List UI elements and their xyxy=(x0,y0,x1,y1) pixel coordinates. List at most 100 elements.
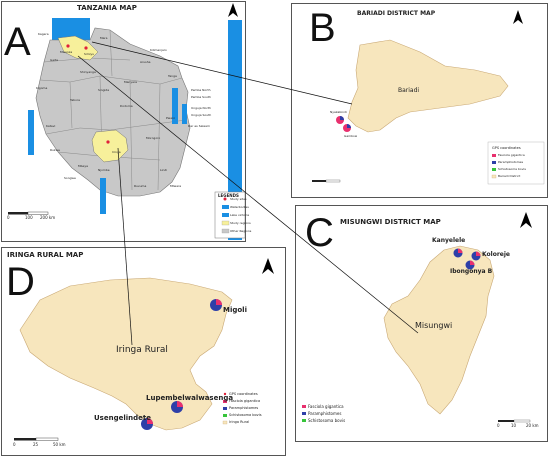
scale-c-label: 0 xyxy=(497,423,500,428)
simiyu-mwanza-region xyxy=(57,35,99,61)
iringa-site-label: Migoli xyxy=(223,306,247,314)
tanzania-site-label: Unguja South xyxy=(191,113,212,117)
iringa-site-label: Lupembelwalwasenga xyxy=(146,394,234,402)
panel-a-title: TANZANIA MAP xyxy=(77,4,137,12)
legend-c-item: Fasciola gigantica xyxy=(308,404,344,409)
scale-a-label: 100 xyxy=(25,215,33,220)
panel-b-letter: B xyxy=(309,6,336,50)
tanzania-site-label: Unguja North xyxy=(191,106,211,110)
coast-water-1 xyxy=(172,88,178,124)
bariadi-region-label: Bariadi xyxy=(398,87,420,94)
legend-a-item: Lake victoria xyxy=(230,213,250,217)
tanzania-site-label: Njombe xyxy=(98,168,110,172)
north-arrow-a xyxy=(228,3,238,17)
tanzania-site-label: Songwe xyxy=(64,176,76,180)
tanzania-site-label: Geita xyxy=(50,58,59,62)
tanzania-site-label: Lindi xyxy=(160,168,168,172)
tanzania-site-label: Pemba South xyxy=(191,95,211,99)
panel-b-title: BARIADI DISTRICT MAP xyxy=(357,10,436,17)
panel-a-letter: A xyxy=(4,20,31,64)
legend-b-item: Bariadi District xyxy=(498,174,521,178)
bariadi-site-label: Gambosi xyxy=(344,134,358,138)
tanzania-site-label: Ruvuma xyxy=(134,184,147,188)
misungwi-site-label: Kanyelele xyxy=(432,237,466,244)
legend-a-item: Other Regions xyxy=(230,229,252,233)
scale-a-label: 200 km xyxy=(40,215,56,220)
panel-d-letter: D xyxy=(6,260,35,304)
tanzania-site-label: Dar es Salaam xyxy=(188,124,210,128)
tanzania-site-label: Mtwara xyxy=(170,184,182,188)
legend-d-item: Fasciola gigantica xyxy=(229,399,261,403)
legend-d-item: GPS coordinates xyxy=(229,392,258,396)
panel-c-title: MISUNGWI DISTRICT MAP xyxy=(340,218,441,226)
tanzania-site-label: Kilimanjaro xyxy=(150,48,167,52)
legend-d-item: Schistosoma bovis xyxy=(229,413,262,417)
iringa-site-pies xyxy=(141,299,222,430)
misungwi-region-label: Misungwi xyxy=(415,321,453,330)
tanzania-site-label: Mara xyxy=(100,36,108,40)
tanzania-site-label: Shinyanga xyxy=(80,70,96,74)
legend-c-item: Paramphistomes xyxy=(308,411,342,416)
iringa-rural-district xyxy=(19,277,233,431)
legend-a-heading: LEGENDS xyxy=(218,193,239,198)
lake-tanganyika xyxy=(28,110,34,155)
north-arrow-d xyxy=(262,258,274,274)
tanzania-site-label: Morogoro xyxy=(146,136,161,140)
tanzania-site-label: Pwani xyxy=(166,116,175,120)
scale-c-label: 10 xyxy=(511,423,517,428)
legend-a-item: Waterbodies xyxy=(230,205,249,209)
legend-b-item: Paramphistomes xyxy=(498,160,524,164)
misungwi-district xyxy=(383,245,495,415)
coast-water-2 xyxy=(182,104,187,124)
connector-lines xyxy=(77,41,419,346)
tanzania-site-label: Katavi xyxy=(46,124,56,128)
bariadi-site-label: Nyakabindi xyxy=(330,110,347,114)
legend-d-item: Iringa Rural xyxy=(229,420,250,424)
tanzania-site-label: Simiyu xyxy=(84,52,95,56)
legend-b-heading: GPS coordinates xyxy=(492,146,521,150)
tanzania-site-label: Rukwa xyxy=(50,148,60,152)
tanzania-site-label: Mbeya xyxy=(78,164,88,168)
misungwi-site-pies xyxy=(453,248,481,270)
tanzania-site-label: Arusha xyxy=(140,60,151,64)
region-borders xyxy=(39,29,187,191)
panel-d-title: IRINGA RURAL MAP xyxy=(7,251,84,259)
legend-b-box xyxy=(487,141,545,185)
iringa-region xyxy=(91,129,129,163)
scale-c-label: 20 km xyxy=(526,423,539,428)
legend-a-item: Study regions xyxy=(230,221,251,225)
tanzania-site-label: Tabora xyxy=(70,98,80,102)
misungwi-site-label: Koloreje xyxy=(482,251,510,258)
tanzania-site-label: Manyara xyxy=(124,80,138,84)
north-arrow-c xyxy=(520,212,532,228)
panel-c-letter: C xyxy=(305,211,334,255)
scale-a-label: 0 xyxy=(7,215,10,220)
misungwi-site-label: Ibongonya B xyxy=(450,268,493,275)
tanzania-map xyxy=(28,18,242,240)
iringa-region-label: Iringa Rural xyxy=(116,345,168,355)
study-site-dots xyxy=(66,44,110,144)
legend-a-item: Study sites xyxy=(230,197,247,201)
scale-d-label: 50 km xyxy=(53,442,66,447)
tanzania-site-label: Tanga xyxy=(168,74,177,78)
legend-b-item: Schistosoma bovis xyxy=(498,167,526,171)
legend-c-item: Schistosoma bovis xyxy=(308,418,346,423)
scale-d-label: 25 xyxy=(33,442,39,447)
tanzania-site-label: Kigoma xyxy=(36,86,48,90)
scale-d-label: 0 xyxy=(13,442,16,447)
tanzania-site-label: Singida xyxy=(98,88,110,92)
tanzania-land xyxy=(35,27,191,197)
bariadi-site-pies xyxy=(336,116,351,132)
north-arrow-b xyxy=(513,10,523,24)
legend-b-item: Fasciola gigantica xyxy=(498,153,525,157)
lake-nyasa xyxy=(100,178,106,214)
tanzania-site-label: Kagera xyxy=(38,32,49,36)
iringa-site-label: Usengelindete xyxy=(94,414,151,422)
tanzania-site-label: Dodoma xyxy=(120,104,133,108)
tanzania-site-label: Mwanza xyxy=(60,50,73,54)
bariadi-district xyxy=(347,39,509,133)
tanzania-site-label: Pemba North xyxy=(191,88,211,92)
tanzania-site-label: Iringa xyxy=(112,150,121,154)
legend-d-item: Paramphistomes xyxy=(229,406,259,410)
